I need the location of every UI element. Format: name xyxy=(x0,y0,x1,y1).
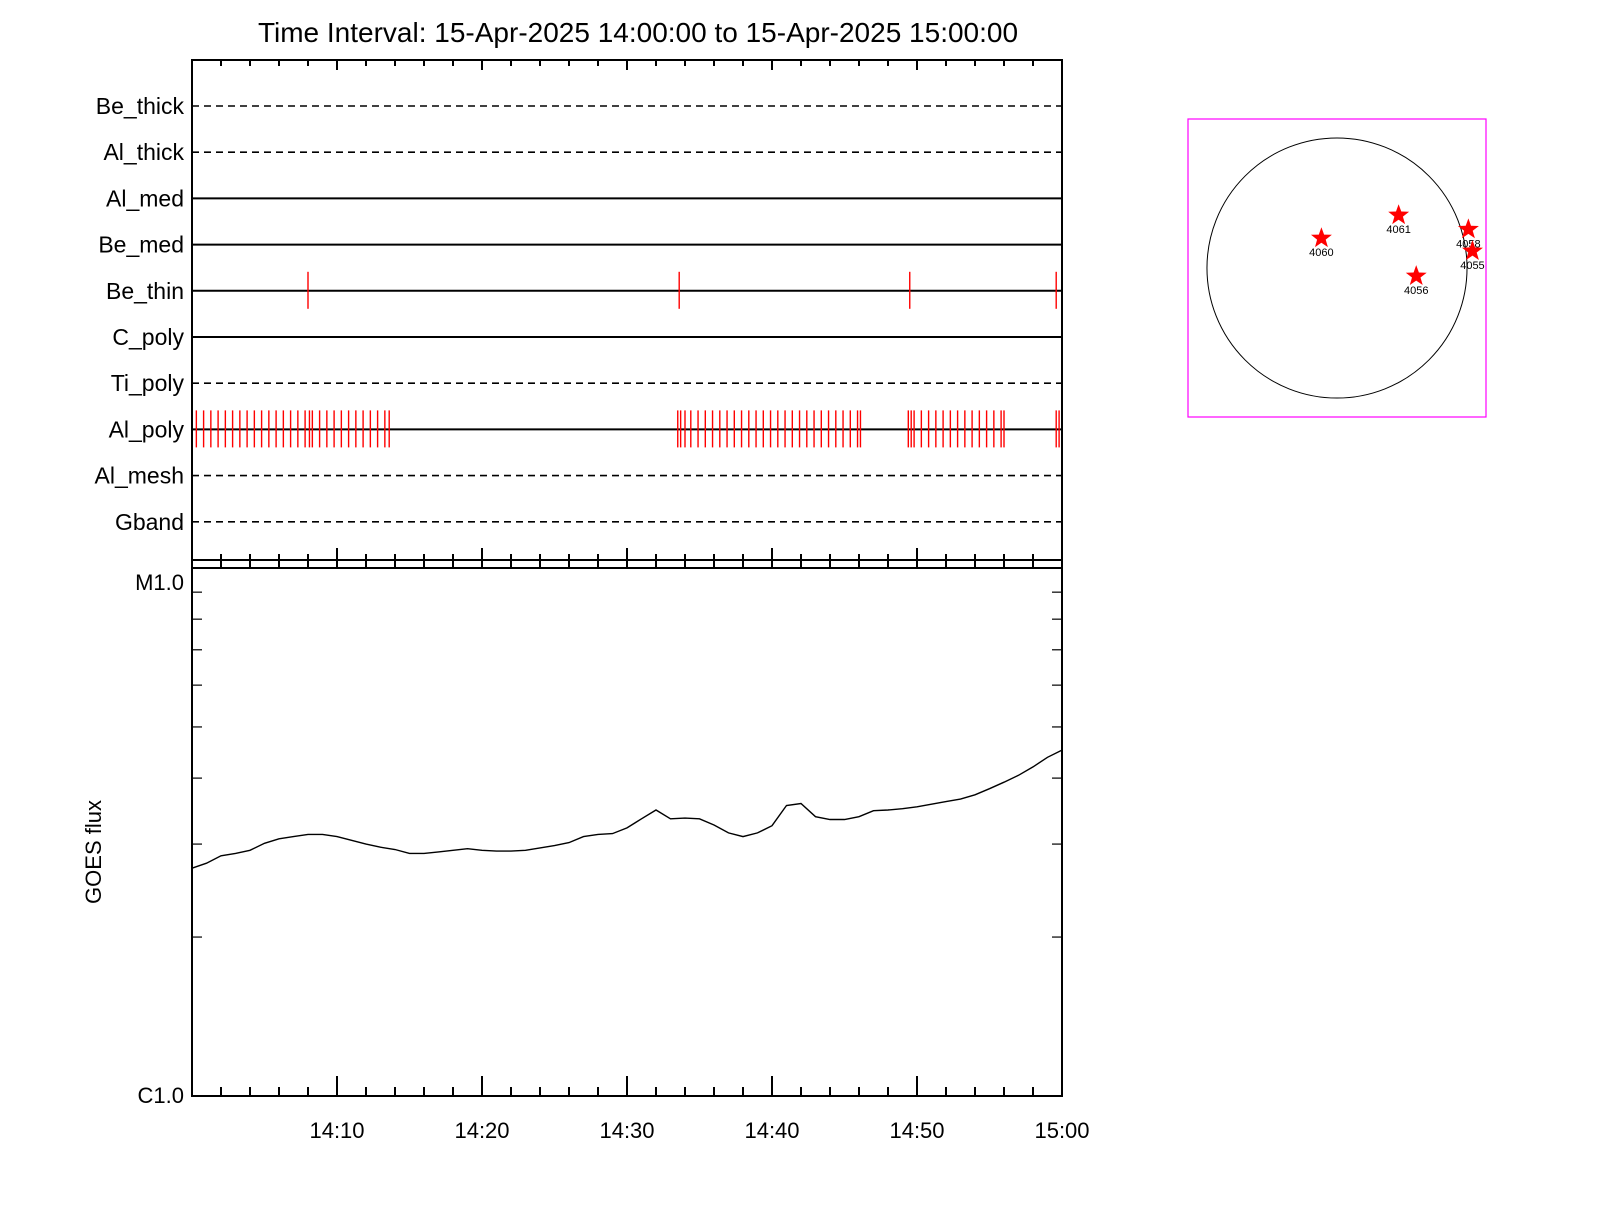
x-tick-label: 14:50 xyxy=(889,1118,944,1143)
region-star-marker xyxy=(1388,204,1410,225)
y-tick-label: M1.0 xyxy=(135,570,184,595)
map-frame xyxy=(1187,118,1487,418)
x-tick-label: 14:10 xyxy=(309,1118,364,1143)
channel-label: Al_poly xyxy=(109,416,185,442)
y-tick-label: C1.0 xyxy=(138,1083,184,1108)
x-tick-label: 14:30 xyxy=(599,1118,654,1143)
channel-label: C_poly xyxy=(112,324,184,350)
region-label: 4056 xyxy=(1404,285,1428,297)
channel-label: Be_thick xyxy=(96,93,185,119)
x-tick-label: 14:40 xyxy=(744,1118,799,1143)
timeline-frame xyxy=(191,59,1063,561)
solar-limb xyxy=(1206,137,1468,399)
region-star-marker xyxy=(1462,240,1483,260)
region-label: 4055 xyxy=(1460,260,1484,272)
x-tick-label: 14:20 xyxy=(454,1118,509,1143)
region-star-marker xyxy=(1405,265,1427,285)
x-tick-label: 15:00 xyxy=(1034,1118,1089,1143)
region-star-marker xyxy=(1457,218,1479,239)
goes-flux-line xyxy=(191,749,1063,869)
region-label: 4060 xyxy=(1309,247,1333,259)
channel-label: Be_med xyxy=(98,232,184,258)
goes-flux-panel: 14:10 14:20 14:30 14:40 14:50 15:00 C1.0 M1.0 xyxy=(135,548,1090,1143)
channel-label: Ti_poly xyxy=(111,370,185,396)
region-star-marker xyxy=(1311,227,1332,248)
channel-label: Be_thin xyxy=(106,278,184,304)
channel-label: Al_med xyxy=(106,185,184,211)
channel-label: Al_mesh xyxy=(95,463,184,489)
chart-title: Time Interval: 15-Apr-2025 14:00:00 to 1… xyxy=(258,17,1018,48)
y-axis-label: GOES flux xyxy=(81,800,106,904)
region-label: 4061 xyxy=(1386,224,1410,236)
channel-label: Al_thick xyxy=(103,139,184,165)
flux-frame xyxy=(191,567,1063,1097)
channel-timeline-panel: Be_thick Al_thick Al_med Be_med Be_thin C_pol… xyxy=(95,59,1063,561)
channel-label: Gband xyxy=(115,509,184,535)
